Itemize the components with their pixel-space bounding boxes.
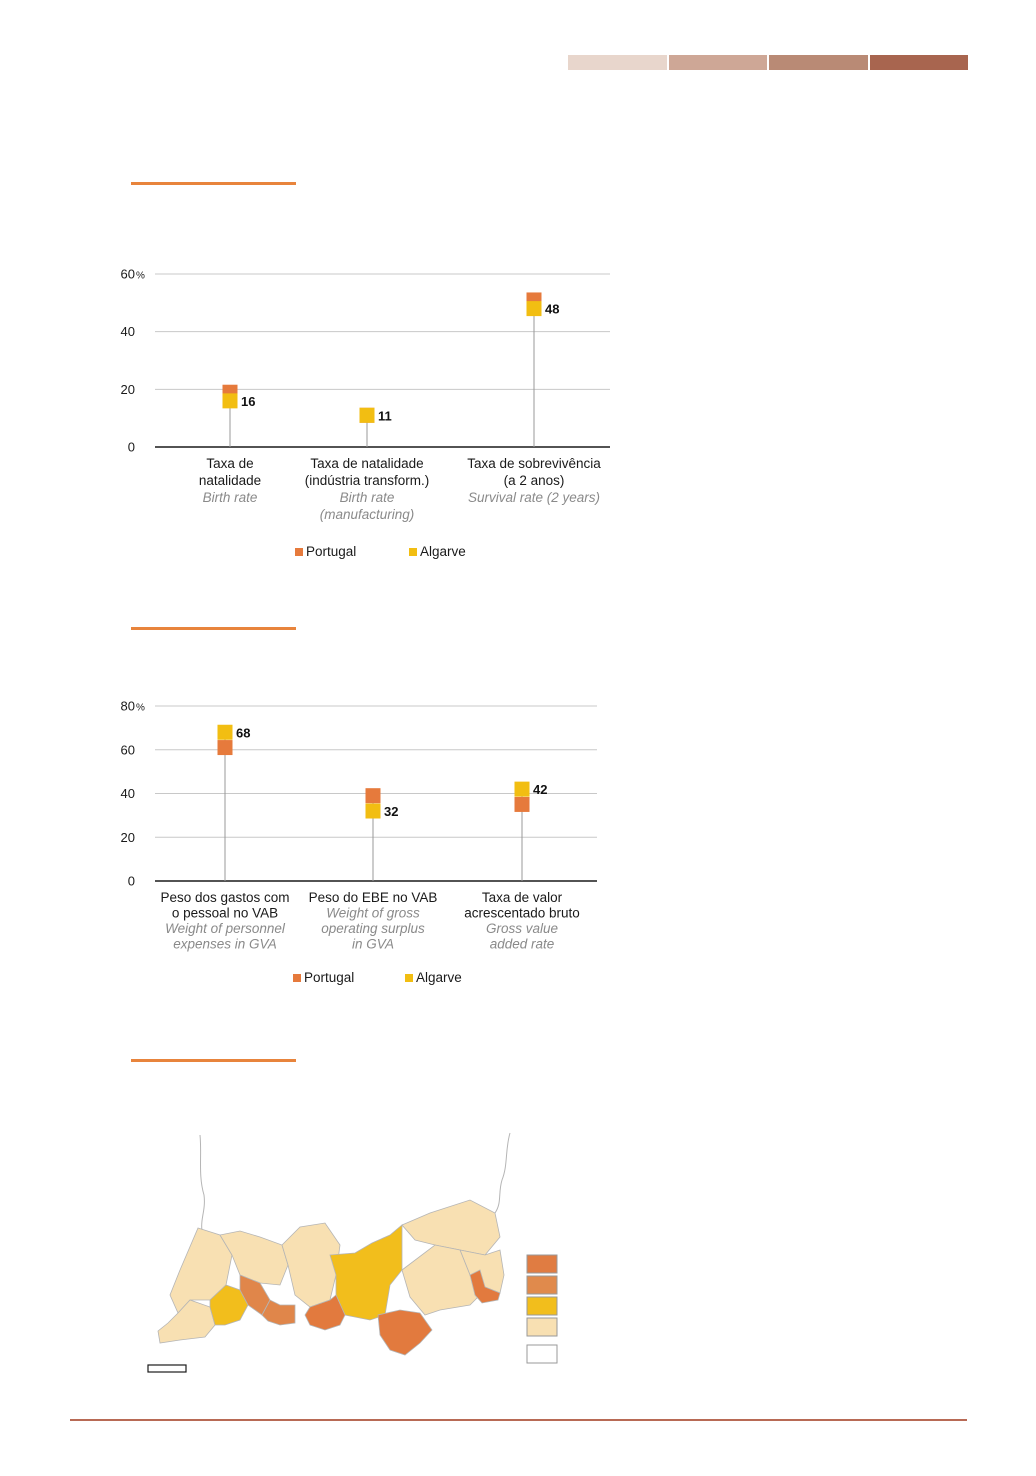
category-label-pt: natalidade	[199, 473, 261, 488]
header-tabs	[568, 55, 968, 70]
category-label-en: Weight of gross	[326, 906, 420, 921]
chart-birth-survival-rates: 0 20 40 60 % 16 Taxa de natalidade Birth rate 11 T…	[121, 267, 610, 559]
point-portugal	[514, 796, 530, 812]
legend-label-portugal: Portugal	[304, 970, 354, 985]
category-label-pt: Taxa de	[206, 456, 253, 471]
legend-label-portugal: Portugal	[306, 544, 356, 559]
map-legend-swatch-1	[526, 1254, 558, 1274]
map-region-vrsa	[469, 1269, 501, 1304]
point-portugal	[217, 740, 233, 756]
header-tab-4	[869, 55, 968, 70]
point-algarve	[217, 724, 233, 740]
data-label: 32	[384, 804, 398, 819]
legend-swatch-portugal	[295, 548, 303, 556]
map-region-faro-olhao	[377, 1309, 433, 1356]
category-label-pt: Peso dos gastos com	[160, 890, 289, 905]
map-legend-swatch-2	[526, 1275, 558, 1295]
category-label-pt: acrescentado bruto	[464, 906, 580, 921]
point-algarve	[514, 781, 530, 797]
legend-swatch-algarve	[409, 548, 417, 556]
category-label-pt: (a 2 anos)	[504, 473, 565, 488]
category-label-en: added rate	[490, 937, 555, 952]
point-algarve	[526, 301, 542, 317]
y-tick-label: 0	[128, 440, 135, 455]
map-region-monchique	[219, 1230, 289, 1286]
map-boundary-west	[199, 1134, 205, 1231]
map-region-silves	[281, 1222, 341, 1308]
header-tab-2	[668, 55, 767, 70]
section-rule-2	[131, 627, 296, 630]
map-region-lagos	[209, 1284, 249, 1326]
category-label-en: Birth rate	[340, 490, 395, 505]
legend-label-algarve: Algarve	[420, 544, 466, 559]
map-region-lagoa	[261, 1299, 296, 1326]
category-label-pt: Taxa de natalidade	[310, 456, 423, 471]
point-algarve	[365, 803, 381, 819]
y-tick-label: 40	[121, 786, 135, 801]
category-label-en: in GVA	[352, 937, 394, 952]
map-region-alcoutim	[401, 1199, 501, 1256]
y-tick-label: 80	[121, 699, 135, 714]
header-tab-1	[568, 55, 667, 70]
section-rule-3	[131, 1059, 296, 1062]
map-legend-swatch-4	[526, 1317, 558, 1337]
point-algarve	[359, 407, 375, 423]
y-unit-label: %	[136, 703, 145, 714]
y-unit-label: %	[136, 271, 145, 282]
map-legend-swatch-5	[526, 1344, 558, 1364]
category-label-en: Survival rate (2 years)	[468, 490, 600, 505]
map-region-albufeira	[304, 1294, 346, 1331]
map-legend-swatch-3	[526, 1296, 558, 1316]
point-portugal	[365, 788, 381, 804]
map-legend	[526, 1254, 558, 1364]
category-label-en: (manufacturing)	[320, 507, 415, 522]
map-region-vila-do-bispo	[157, 1299, 216, 1344]
point-algarve	[222, 393, 238, 409]
legend-label-algarve: Algarve	[416, 970, 462, 985]
category-label-pt: (indústria transform.)	[305, 473, 430, 488]
data-label: 16	[241, 394, 255, 409]
category-label-en: Gross value	[486, 921, 558, 936]
data-label: 68	[236, 725, 250, 740]
legend-swatch-portugal	[293, 974, 301, 982]
legend-swatch-algarve	[405, 974, 413, 982]
header-tab-3	[769, 55, 868, 70]
algarve-map	[147, 1132, 558, 1373]
category-label-en: operating surplus	[321, 921, 425, 936]
category-label-en: Birth rate	[203, 490, 258, 505]
category-label-pt: Peso do EBE no VAB	[309, 890, 438, 905]
footer-line	[70, 1419, 967, 1421]
y-tick-label: 0	[128, 874, 135, 889]
map-boundary-east	[494, 1132, 511, 1214]
y-tick-label: 20	[121, 382, 135, 397]
map-region-tavira	[401, 1244, 481, 1316]
category-label-en: expenses in GVA	[173, 937, 277, 952]
y-tick-label: 60	[121, 742, 135, 757]
category-label-pt: o pessoal no VAB	[172, 906, 278, 921]
map-scale-bar	[147, 1364, 187, 1373]
category-label-pt: Taxa de sobrevivência	[467, 456, 601, 471]
y-tick-label: 60	[121, 267, 135, 282]
category-label-en: Weight of personnel	[165, 921, 286, 936]
y-tick-label: 40	[121, 324, 135, 339]
data-label: 42	[533, 782, 547, 797]
section-rule-1	[131, 182, 296, 185]
data-label: 48	[545, 302, 559, 317]
category-label-pt: Taxa de valor	[482, 890, 563, 905]
data-label: 11	[378, 408, 392, 423]
y-tick-label: 20	[121, 830, 135, 845]
